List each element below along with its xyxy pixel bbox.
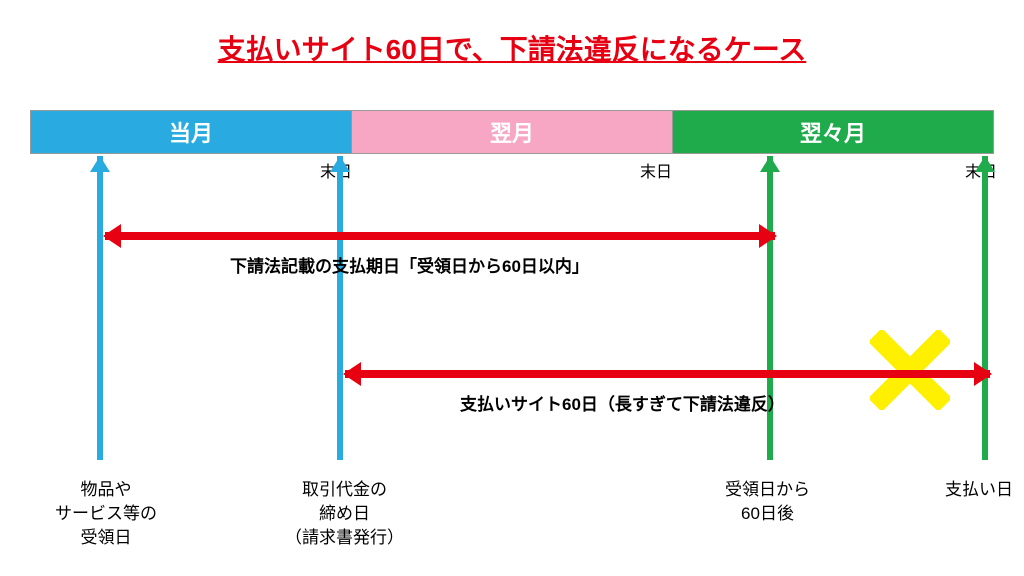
span-arrow (105, 232, 775, 240)
month-cell: 翌々月 (672, 111, 993, 153)
event-label: 支払い日 (945, 478, 1013, 502)
event-label-line: 取引代金の (302, 480, 387, 499)
span-label: 下請法記載の支払期日「受領日から60日以内」 (230, 252, 589, 277)
event-label: 受領日から 60日後 (725, 478, 810, 526)
span-arrow (345, 370, 990, 378)
arrowhead-up-icon (330, 156, 350, 172)
arrowhead-right-icon (974, 362, 992, 386)
vertical-arrow (337, 156, 343, 460)
event-label: 取引代金の締め日 （請求書発行） (285, 478, 404, 549)
span-label: 支払いサイト60日（長すぎて下請法違反） (460, 390, 785, 415)
month-bar: 当月翌月翌々月 (30, 110, 994, 154)
vertical-arrow (97, 156, 103, 460)
arrowhead-up-icon (90, 156, 110, 172)
event-label-line: 受領日 (81, 528, 132, 547)
arrowhead-up-icon (975, 156, 995, 172)
arrowhead-left-icon (103, 224, 121, 248)
page-title: 支払いサイト60日で、下請法違反になるケース (0, 0, 1024, 68)
event-label-line: 60日後 (741, 504, 794, 523)
event-label-line: 締め日 (319, 504, 370, 523)
event-label-line: 受領日から (725, 480, 810, 499)
arrowhead-left-icon (343, 362, 361, 386)
title-text: 支払いサイト60日で、下請法違反になるケース (218, 34, 807, 65)
vertical-arrow (982, 156, 988, 460)
event-label-line: （請求書発行） (285, 528, 404, 547)
month-cell: 当月 (31, 111, 351, 153)
arrowhead-right-icon (759, 224, 777, 248)
end-day-label: 末日 (640, 158, 672, 182)
month-cell: 翌月 (351, 111, 672, 153)
event-label-line: 支払い日 (945, 480, 1013, 499)
event-label-line: 物品や (81, 480, 132, 499)
arrowhead-up-icon (760, 156, 780, 172)
event-label: 物品やサービス等の受領日 (55, 478, 157, 549)
event-label-line: サービス等の (55, 504, 157, 523)
